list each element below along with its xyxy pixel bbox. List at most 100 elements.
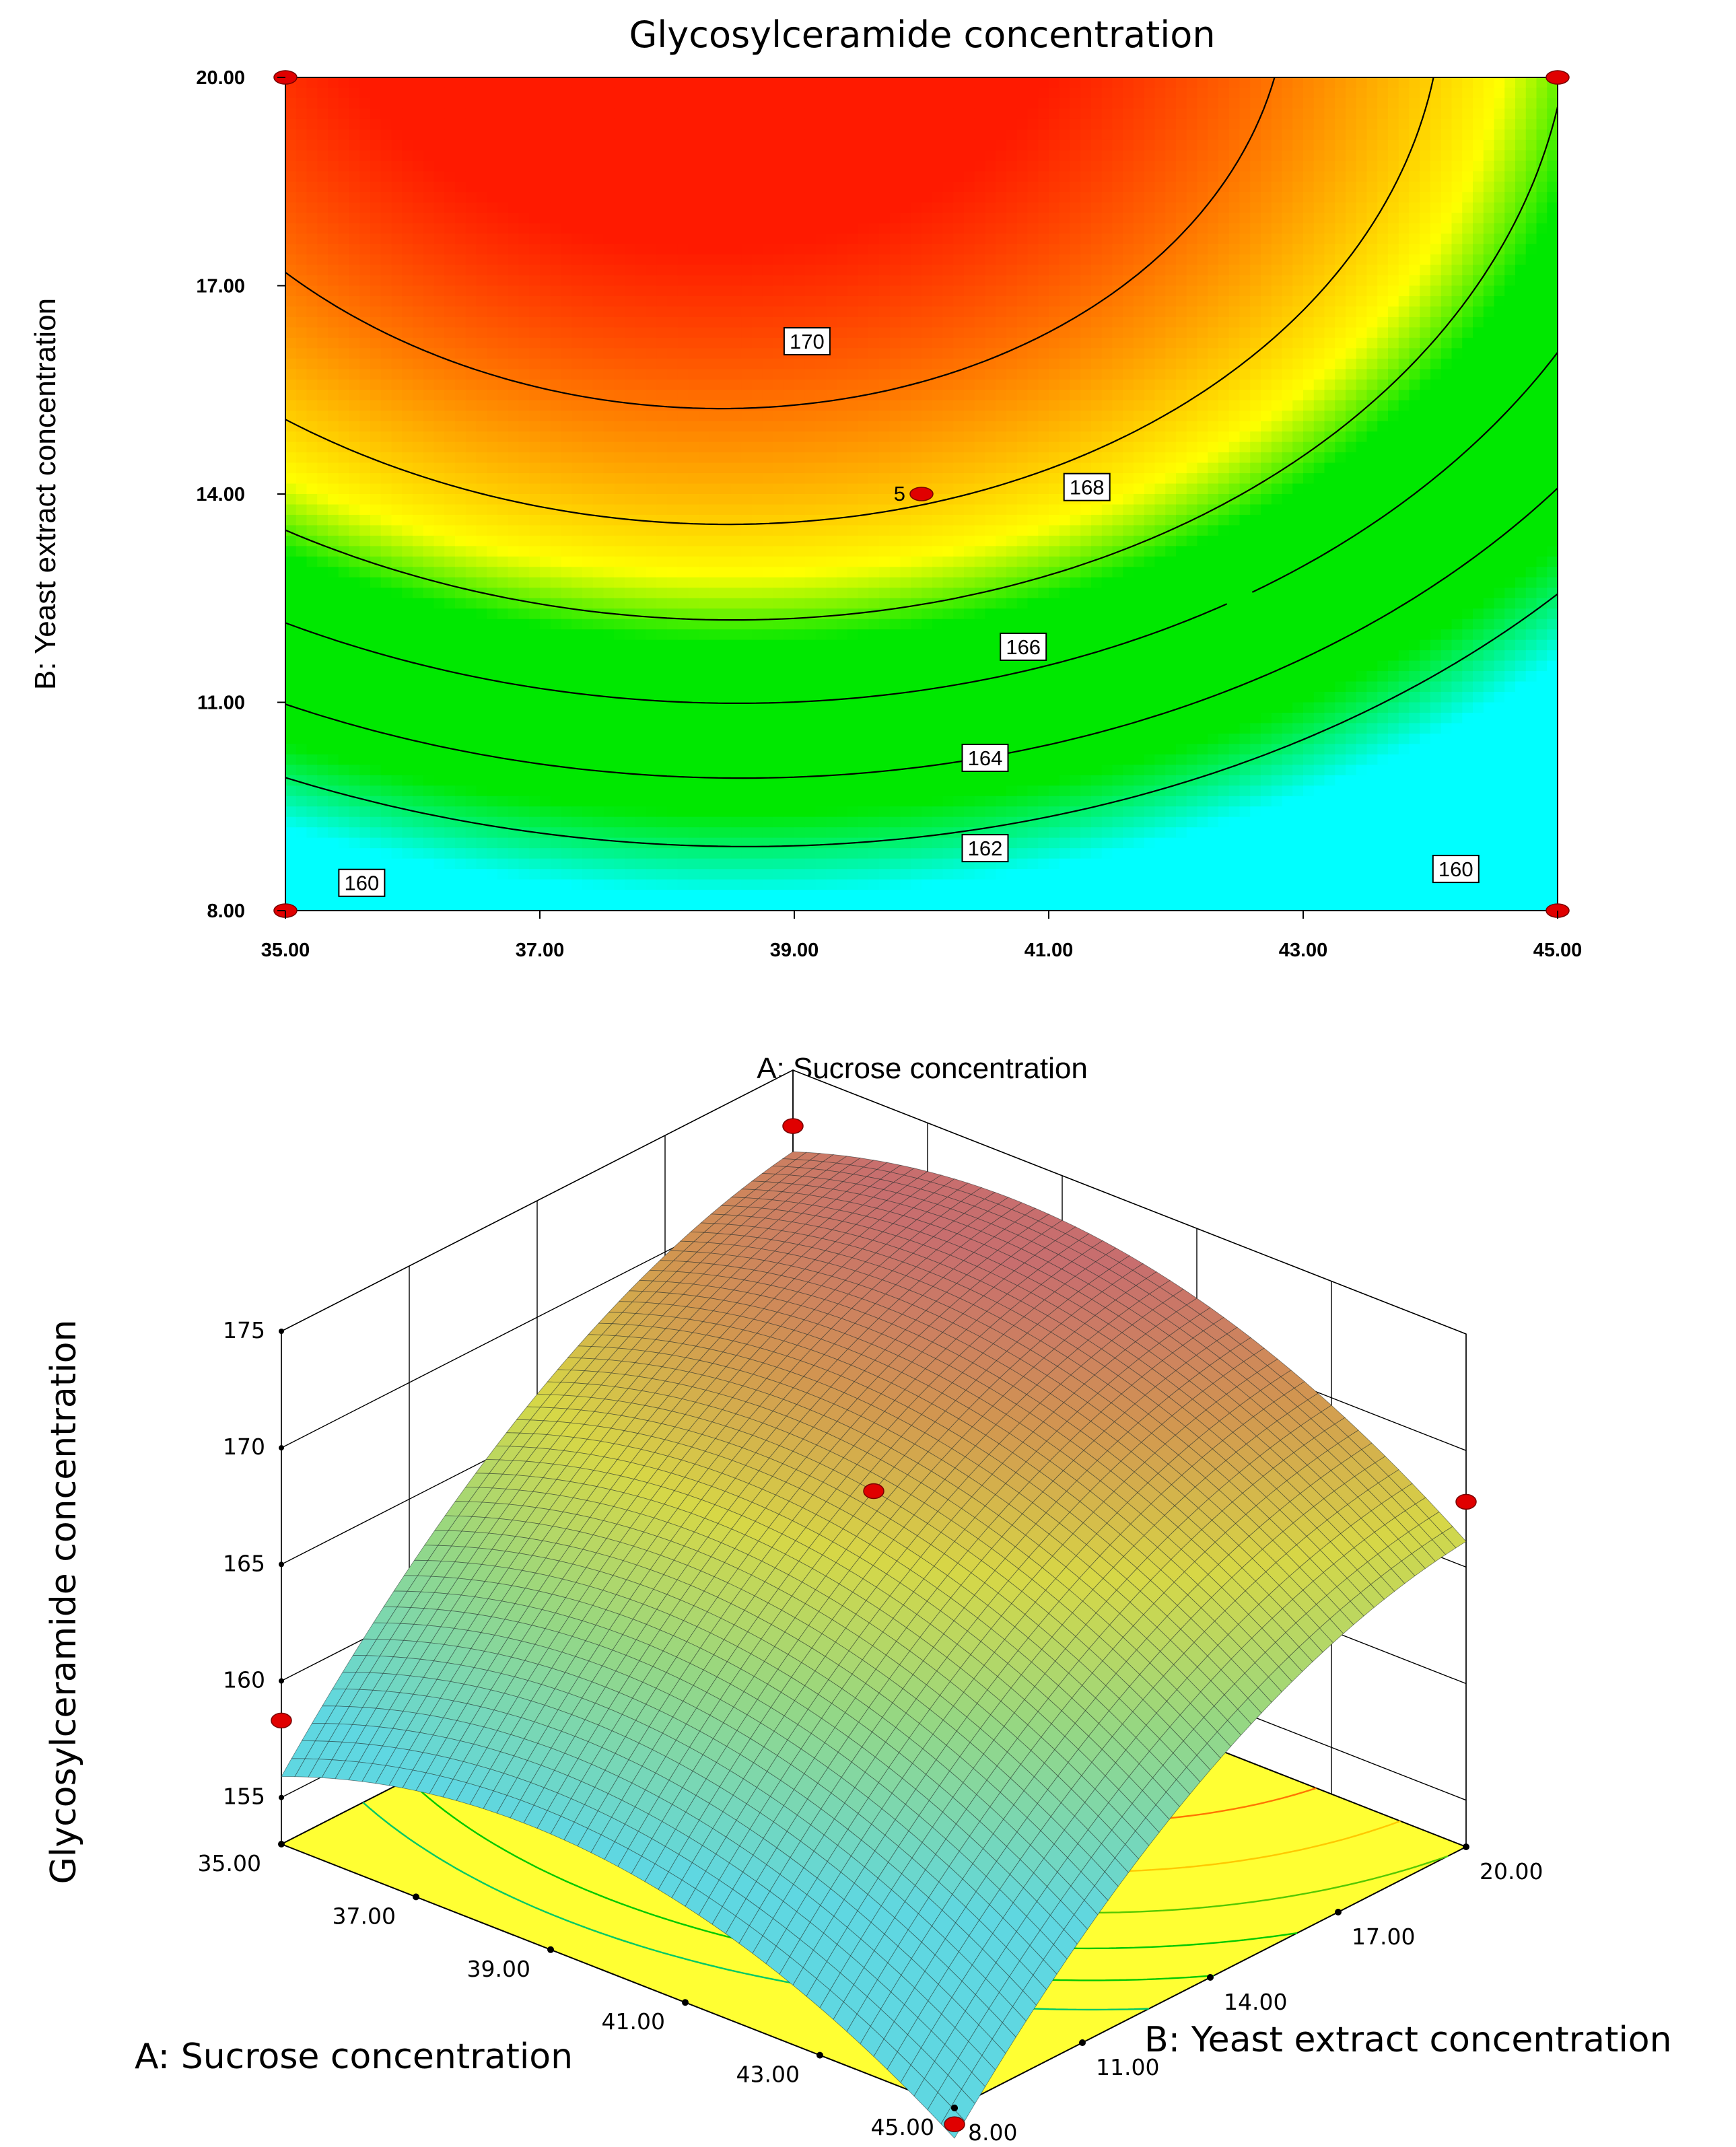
heatmap-cell (518, 858, 530, 870)
heatmap-cell (455, 77, 466, 89)
heatmap-cell (762, 483, 774, 495)
heatmap-cell (423, 327, 435, 339)
heatmap-cell (677, 431, 689, 443)
heatmap-cell (359, 108, 371, 120)
heatmap-cell (847, 77, 859, 89)
heatmap-cell (444, 348, 456, 359)
heatmap-cell (423, 129, 435, 141)
heatmap-cell (858, 858, 869, 870)
heatmap-cell (815, 660, 827, 672)
heatmap-cell (773, 160, 784, 172)
heatmap-cell (338, 139, 350, 151)
heatmap-cell (677, 192, 689, 203)
heatmap-cell (465, 160, 477, 172)
heatmap-cell (826, 265, 837, 276)
heatmap-cell (465, 504, 477, 516)
heatmap-cell (423, 171, 435, 182)
heatmap-cell (402, 744, 413, 755)
heatmap-cell (730, 577, 742, 588)
heatmap-cell (465, 118, 477, 130)
heatmap-cell (317, 775, 328, 786)
heatmap-cell (402, 234, 413, 245)
heatmap-cell (794, 629, 806, 641)
heatmap-cell (359, 806, 371, 818)
heatmap-cell (932, 285, 944, 297)
heatmap-cell (444, 192, 456, 203)
heatmap-cell (370, 785, 382, 797)
heatmap-cell (635, 546, 647, 557)
heatmap-cell (730, 785, 742, 797)
heatmap-cell (444, 535, 456, 547)
heatmap-cell (497, 608, 509, 620)
heatmap-cell (709, 98, 721, 110)
heatmap-cell (423, 77, 435, 89)
heatmap-cell (476, 77, 487, 89)
heatmap-cell (550, 733, 562, 744)
heatmap-cell (349, 806, 360, 818)
heatmap-cell (804, 129, 817, 141)
heatmap-cell (317, 796, 328, 807)
heatmap-cell (529, 650, 541, 662)
heatmap-cell (592, 77, 604, 89)
heatmap-cell (518, 785, 530, 797)
heatmap-cell (561, 265, 572, 276)
heatmap-cell (784, 827, 795, 839)
heatmap-cell (815, 265, 827, 276)
heatmap-cell (497, 702, 509, 713)
heatmap-cell (784, 837, 795, 849)
heatmap-cell (529, 629, 541, 641)
heatmap-cell (635, 265, 647, 276)
heatmap-cell (561, 223, 572, 234)
heatmap-cell (688, 660, 699, 672)
heatmap-cell (508, 118, 520, 130)
heatmap-cell (370, 265, 382, 276)
heatmap-cell (550, 223, 562, 234)
heatmap-cell (625, 650, 636, 662)
heatmap-cell (306, 733, 318, 744)
heatmap-cell (370, 254, 382, 266)
heatmap-cell (826, 358, 837, 369)
heatmap-cell (592, 588, 604, 599)
heatmap-cell (709, 411, 721, 422)
heatmap-cell (752, 806, 763, 818)
heatmap-cell (804, 160, 817, 172)
heatmap-cell (359, 327, 371, 339)
heatmap-cell (837, 337, 848, 349)
heatmap-cell (370, 348, 382, 359)
heatmap-cell (359, 348, 371, 359)
heatmap-cell (646, 494, 657, 505)
heatmap-cell (582, 87, 594, 99)
heatmap-cell (762, 671, 774, 682)
heatmap-cell (688, 306, 699, 318)
heatmap-cell (380, 765, 392, 776)
heatmap-cell (741, 213, 753, 224)
heatmap-cell (317, 546, 328, 557)
heatmap-cell (476, 546, 487, 557)
heatmap-cell (942, 421, 954, 432)
heatmap-cell (296, 327, 308, 339)
heatmap-cell (794, 556, 806, 567)
heatmap-cell (550, 567, 562, 578)
heatmap-cell (444, 900, 456, 911)
heatmap-cell (349, 660, 360, 672)
heatmap-cell (561, 421, 572, 432)
heatmap-cell (296, 744, 308, 755)
heatmap-cell (349, 462, 360, 474)
heatmap-cell (391, 723, 403, 734)
heatmap-cell (508, 223, 520, 234)
heatmap-cell (561, 723, 572, 734)
heatmap-cell (285, 411, 297, 422)
heatmap-cell (794, 785, 806, 797)
heatmap-cell (720, 744, 732, 755)
heatmap-cell (550, 816, 562, 828)
heatmap-cell (677, 556, 689, 567)
heatmap-cell (730, 421, 742, 432)
heatmap-cell (582, 337, 594, 349)
heatmap-cell (455, 98, 466, 110)
heatmap-cell (932, 483, 944, 495)
heatmap-cell (571, 879, 583, 890)
heatmap-cell (614, 588, 625, 599)
heatmap-cell (625, 785, 636, 797)
heatmap-cell (402, 473, 413, 485)
heatmap-cell (413, 754, 424, 765)
